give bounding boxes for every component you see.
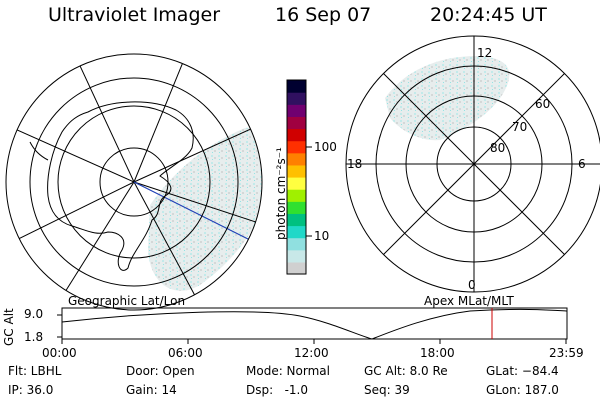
altitude-xtick-0600: 06:00 <box>168 346 203 360</box>
mlt-label-12: 12 <box>477 46 493 60</box>
mlt-label-6: 6 <box>578 157 586 171</box>
date-label: 16 Sep 07 <box>275 4 372 26</box>
mlt-label-0: 0 <box>468 278 476 292</box>
glon-info: GLon: 187.0 <box>486 383 559 397</box>
colorbar-band <box>287 201 306 214</box>
altitude-plot <box>57 307 568 344</box>
colorbar-band <box>287 140 306 154</box>
mlt-label-18: 18 <box>347 157 363 171</box>
time-label: 20:24:45 UT <box>430 4 547 26</box>
instrument-title: Ultraviolet Imager <box>48 4 221 26</box>
magnetic-map <box>345 35 600 293</box>
altitude-xtick-1800: 18:00 <box>420 346 455 360</box>
colorbar-band <box>287 237 306 251</box>
colorbar <box>287 80 306 275</box>
colorbar-band <box>287 177 306 190</box>
colorbar-frame <box>286 79 307 275</box>
colorbar-band <box>287 261 306 275</box>
altitude-curve <box>61 308 568 340</box>
ip-info: IP: 36.0 <box>8 383 54 397</box>
mlat-label-80: 80 <box>490 141 506 155</box>
colorbar-band <box>287 92 306 105</box>
mlat-label-60: 60 <box>535 97 551 111</box>
colorbar-band <box>287 225 306 239</box>
colorbar-band <box>287 152 306 166</box>
mlat-label-70: 70 <box>512 120 528 134</box>
colorbar-band <box>287 104 306 117</box>
colorbar-label-100: 100 <box>314 140 337 154</box>
door-info: Door: Open <box>126 364 195 378</box>
colorbar-band <box>287 249 306 263</box>
colorbar-band <box>287 128 306 142</box>
altitude-xtick-1200: 12:00 <box>294 346 329 360</box>
antarctica-coastline <box>47 101 194 271</box>
geographic-map <box>5 53 263 311</box>
mode-info: Mode: Normal <box>246 364 330 378</box>
auroral-emission-left <box>148 127 262 291</box>
colorbar-unit-label: photon cm⁻²s⁻¹ <box>274 147 288 240</box>
right-map-caption: Apex MLat/MLT <box>424 294 514 308</box>
altitude-xtick-2359: 23:59 <box>549 346 584 360</box>
gain-info: Gain: 14 <box>126 383 177 397</box>
colorbar-band <box>287 116 306 130</box>
seq-info: Seq: 39 <box>364 383 410 397</box>
colorbar-band <box>287 164 306 178</box>
altitude-ytick-1-8: 1.8 <box>24 330 44 344</box>
colorbar-label-10: 10 <box>314 229 330 243</box>
gc-alt-info: GC Alt: 8.0 Re <box>364 364 448 378</box>
dsp-info: Dsp: -1.0 <box>246 383 309 397</box>
peninsula-coastline <box>29 141 49 161</box>
left-map-caption: Geographic Lat/Lon <box>68 294 186 308</box>
colorbar-band <box>287 80 306 93</box>
glat-info: GLat: −84.4 <box>486 364 559 378</box>
auroral-emission-right <box>385 55 510 141</box>
altitude-ytick-9: 9.0 <box>24 307 44 321</box>
filter-info: Flt: LBHL <box>8 364 62 378</box>
altitude-ylabel: GC Alt <box>2 308 16 346</box>
colorbar-band <box>287 213 306 227</box>
colorbar-band <box>287 189 306 202</box>
altitude-xtick-0000: 00:00 <box>42 346 77 360</box>
